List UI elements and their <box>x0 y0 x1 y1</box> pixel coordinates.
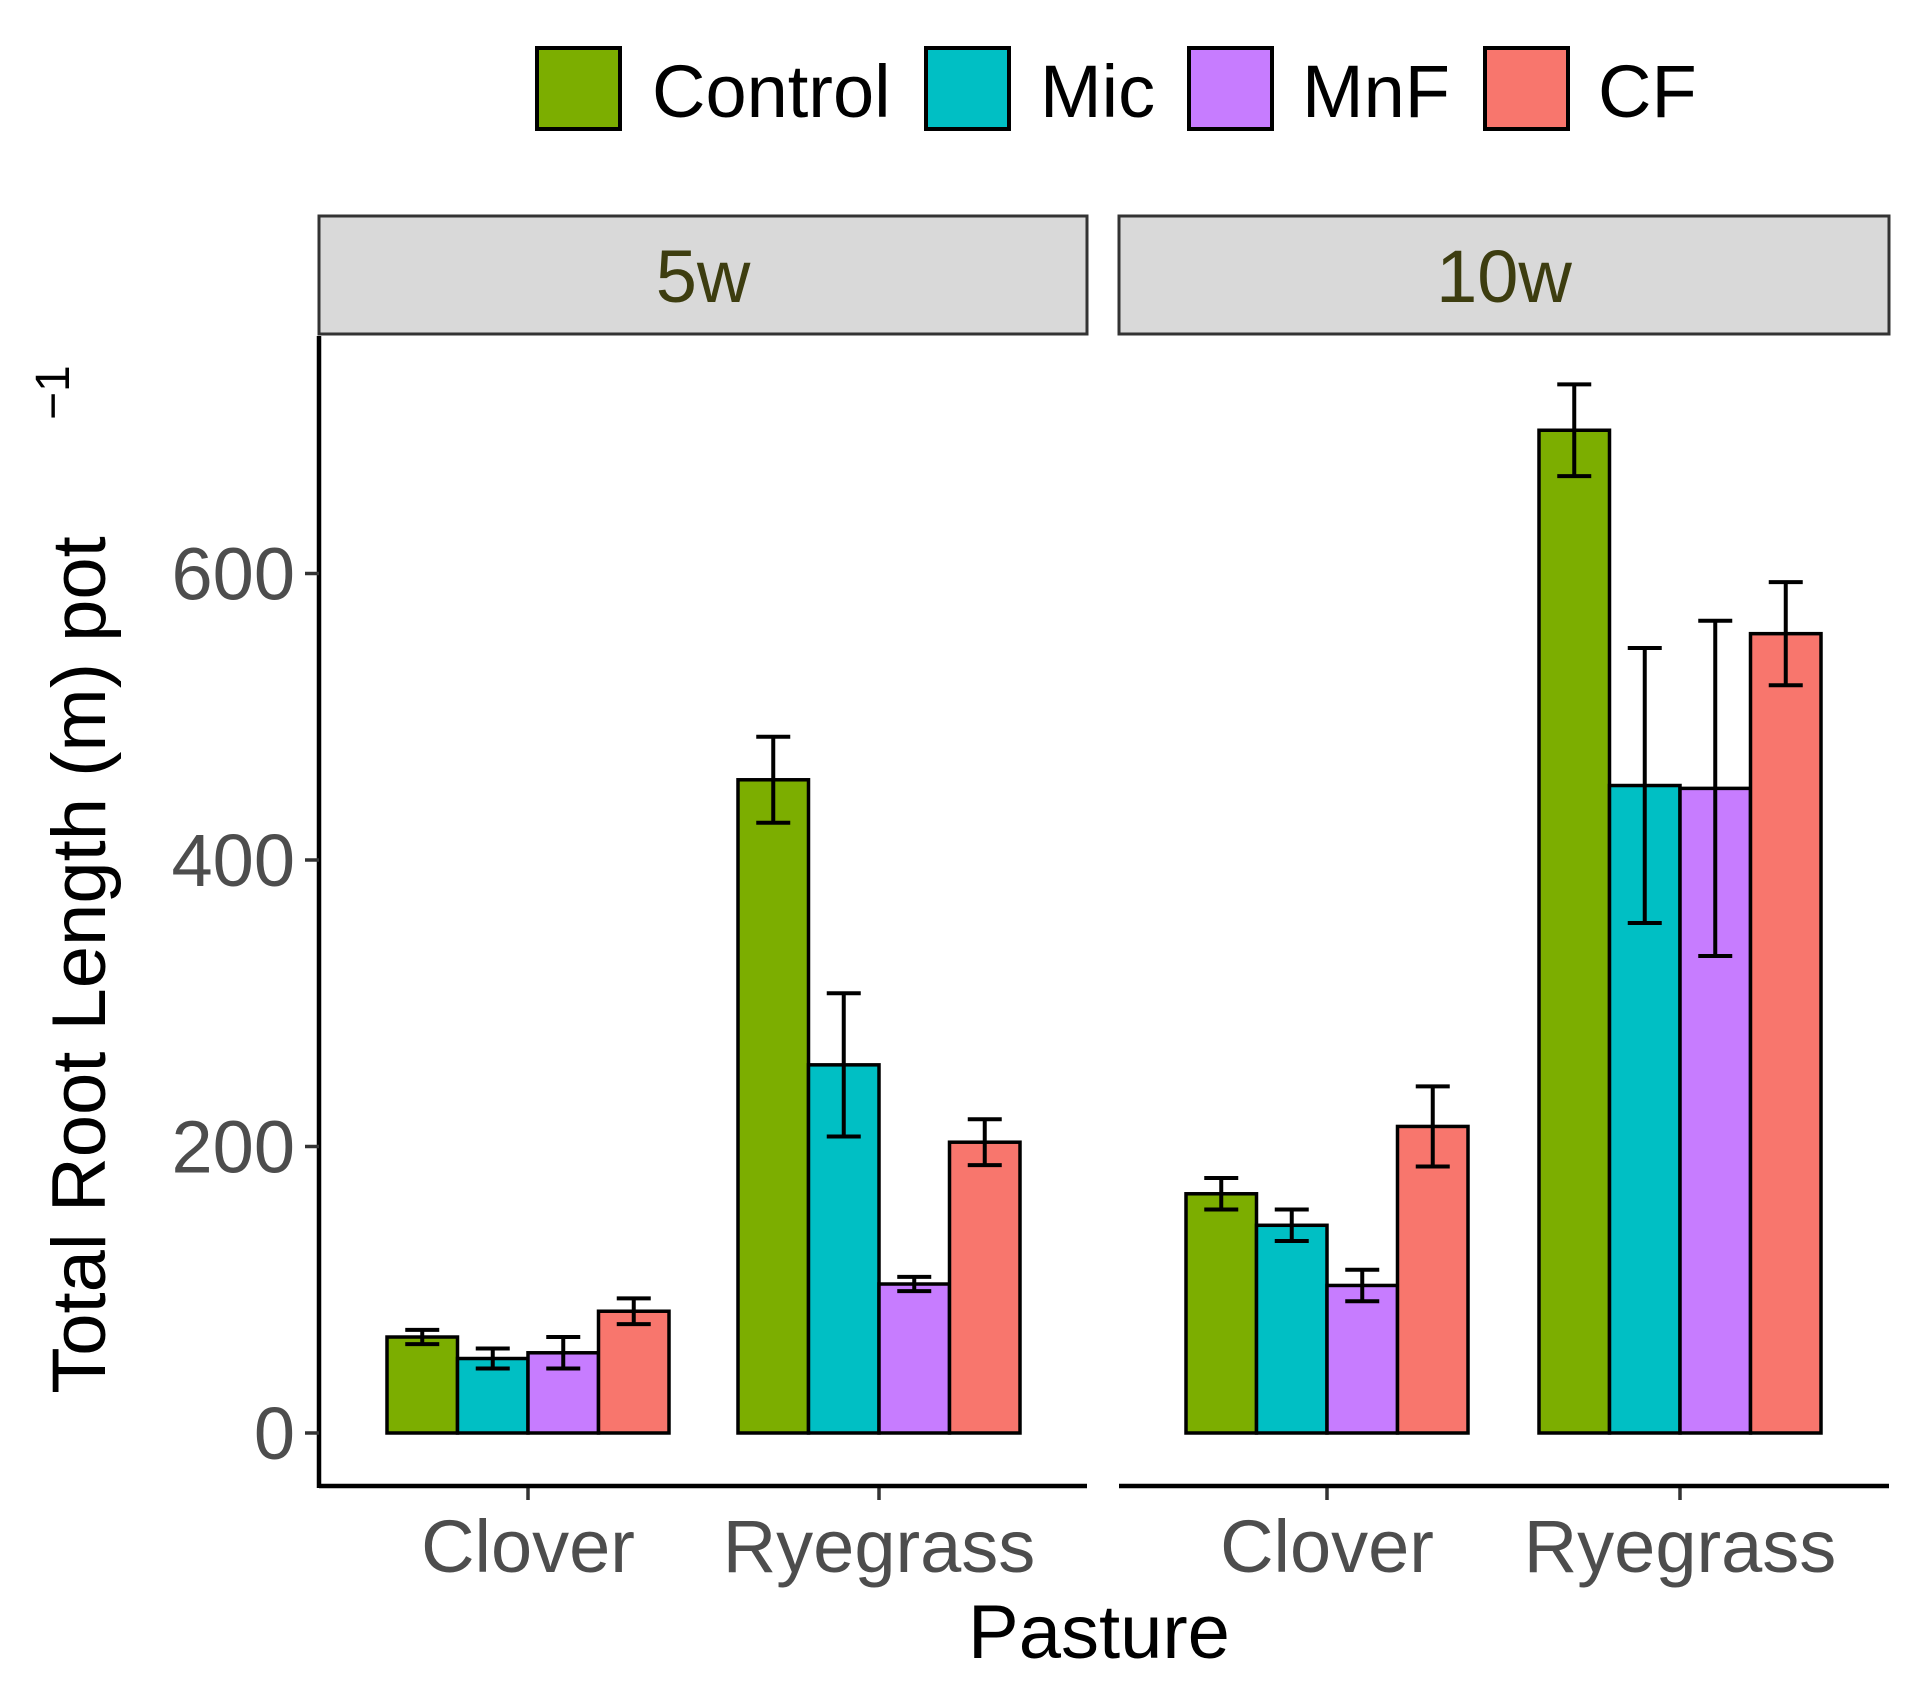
y-tick-label-400: 400 <box>172 819 295 902</box>
legend: Control Mic MnF CF <box>535 46 1697 133</box>
error-bar-10w-clover-mnf <box>1345 1267 1380 1304</box>
y-axis: 0 200 400 600 <box>172 336 322 1488</box>
facet-strip-label: 10w <box>1436 235 1572 318</box>
bar-5w-ryegrass-cf <box>947 1140 1022 1435</box>
error-bar-10w-ryegrass-mnf <box>1698 618 1733 958</box>
x-axis-title: Pasture <box>968 1590 1230 1675</box>
legend-key-cf <box>1483 46 1570 131</box>
y-axis-title-superscript: −1 <box>27 365 80 420</box>
bar-10w-clover-mic <box>1254 1223 1329 1435</box>
error-bar-5w-clover-mic <box>475 1346 510 1371</box>
y-axis-title-group: Total Root Length (m) pot −1 <box>27 365 122 1394</box>
error-bar-5w-clover-control <box>405 1327 440 1347</box>
y-tick-label-200: 200 <box>172 1106 295 1189</box>
facet-strips: 5w 10w <box>317 214 1891 336</box>
error-bar-5w-ryegrass-mnf <box>897 1274 932 1294</box>
panels: Clover Ryegrass Clover Ryegrass <box>319 382 1889 1588</box>
legend-key-mic <box>924 46 1011 131</box>
error-bar-5w-ryegrass-cf <box>967 1117 1002 1168</box>
x-tick-label-clover: Clover <box>421 1505 635 1588</box>
legend-label-mnf: MnF <box>1302 50 1450 133</box>
error-bar-5w-clover-cf <box>616 1296 651 1327</box>
legend-key-mnf <box>1187 46 1274 131</box>
legend-label-cf: CF <box>1598 50 1697 133</box>
error-bar-10w-clover-control <box>1204 1176 1239 1212</box>
error-bar-5w-ryegrass-control <box>756 734 791 825</box>
bar-5w-ryegrass-mnf <box>877 1282 952 1435</box>
error-bar-5w-ryegrass-mic <box>826 991 861 1139</box>
x-tick-label-ryegrass: Ryegrass <box>723 1505 1036 1588</box>
bar-10w-clover-mnf <box>1325 1283 1400 1435</box>
bar-10w-ryegrass-control <box>1537 428 1612 1435</box>
bar-10w-clover-cf <box>1395 1124 1470 1435</box>
error-bar-10w-ryegrass-cf <box>1768 580 1803 688</box>
bar-10w-ryegrass-cf <box>1748 631 1823 1435</box>
panel-5w: Clover Ryegrass <box>319 734 1087 1588</box>
error-bar-5w-clover-mnf <box>546 1335 581 1371</box>
bar-5w-clover-control <box>385 1335 460 1435</box>
bar-5w-clover-cf <box>596 1309 671 1435</box>
error-bar-10w-ryegrass-control <box>1557 382 1592 479</box>
y-axis-title: Total Root Length (m) pot <box>37 536 122 1394</box>
error-bar-10w-clover-mic <box>1274 1207 1309 1244</box>
x-tick-label-clover: Clover <box>1220 1505 1434 1588</box>
x-tick-label-ryegrass: Ryegrass <box>1524 1505 1837 1588</box>
facet-strip-5w <box>317 214 1089 336</box>
panel-10w: Clover Ryegrass <box>1119 382 1889 1588</box>
bar-10w-clover-control <box>1184 1192 1259 1435</box>
y-tick-label-600: 600 <box>172 533 295 616</box>
facet-strip-10w <box>1117 214 1891 336</box>
legend-label-mic: Mic <box>1040 50 1155 133</box>
y-tick-label-0: 0 <box>254 1392 295 1475</box>
error-bar-10w-clover-cf <box>1415 1084 1450 1169</box>
facet-strip-label: 5w <box>656 235 751 318</box>
legend-label-control: Control <box>652 50 891 133</box>
legend-key-control <box>535 46 622 131</box>
bar-5w-ryegrass-control <box>736 778 811 1435</box>
error-bar-10w-ryegrass-mic <box>1627 645 1662 926</box>
